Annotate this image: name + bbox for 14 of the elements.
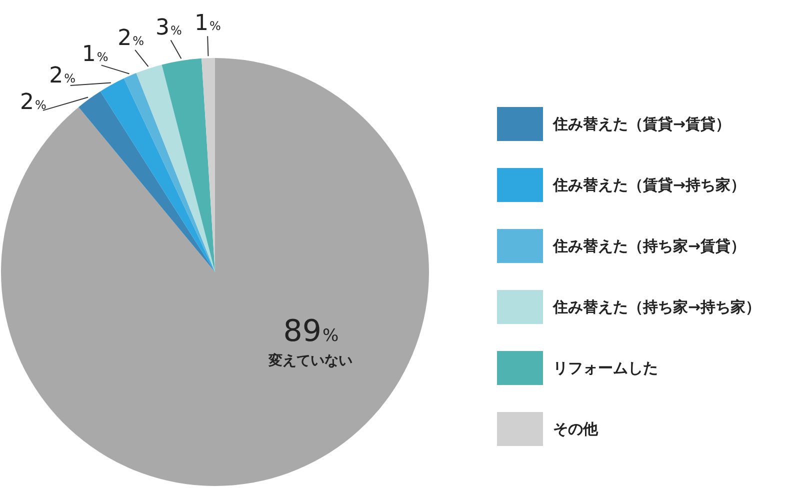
slice-label: 変えていない xyxy=(267,352,352,369)
data-label: 2% xyxy=(118,26,144,51)
data-label: 1% xyxy=(82,42,108,67)
legend-label: その他 xyxy=(553,420,598,438)
legend-label: リフォームした xyxy=(553,358,658,378)
data-label: 89% xyxy=(283,314,339,349)
legend-label: 住み替えた（賃貸→賃貸） xyxy=(553,114,731,134)
legend-label: 住み替えた（持ち家→持ち家） xyxy=(553,298,761,316)
legend-label: 住み替えた（賃貸→持ち家） xyxy=(553,176,746,194)
legend-label: 住み替えた（持ち家→賃貸） xyxy=(553,236,746,256)
data-label: 2% xyxy=(49,63,76,88)
data-label: 2% xyxy=(20,90,46,115)
data-label: 1% xyxy=(194,11,221,36)
data-label: 3% xyxy=(155,15,182,40)
